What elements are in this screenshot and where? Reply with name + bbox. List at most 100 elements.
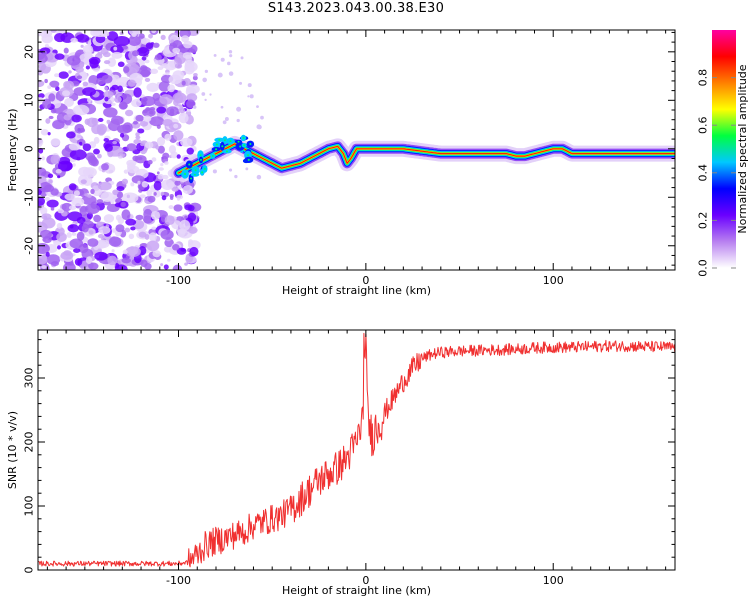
- ridge-blob-core: [201, 171, 204, 174]
- snr-series: [38, 332, 675, 568]
- noise-blob: [47, 173, 54, 179]
- colorbar-tick-label: 0.8: [697, 69, 710, 87]
- spectrogram-x-axis-label: Height of straight line (km): [282, 284, 431, 297]
- noise-blob: [112, 189, 119, 196]
- noise-blob: [38, 183, 42, 189]
- ridge-blob-core: [229, 140, 232, 143]
- noise-blob: [164, 215, 175, 226]
- noise-blob: [41, 156, 45, 161]
- noise-dot: [220, 57, 225, 62]
- noise-blob: [146, 189, 153, 197]
- noise-blob: [119, 132, 125, 138]
- noise-blob: [148, 33, 153, 39]
- noise-dot: [209, 93, 212, 96]
- noise-blob: [48, 115, 54, 120]
- noise-blob: [47, 131, 51, 136]
- snr-frame: [37, 329, 676, 571]
- noise-dot: [229, 54, 233, 58]
- noise-blob: [184, 64, 195, 75]
- noise-dot: [228, 49, 233, 54]
- noise-blob: [121, 153, 126, 157]
- noise-blob: [85, 256, 93, 265]
- snr-x-axis-label: Height of straight line (km): [282, 584, 431, 597]
- noise-blob: [164, 133, 172, 141]
- spectrogram-y-axis-label: Frequency (Hz): [6, 109, 19, 192]
- noise-blob: [159, 94, 173, 105]
- noise-blob: [160, 263, 164, 267]
- noise-blob: [179, 219, 191, 231]
- noise-blob: [41, 213, 52, 220]
- noise-blob: [97, 181, 112, 191]
- noise-dot: [201, 92, 206, 96]
- noise-blob: [78, 141, 83, 146]
- noise-blob: [69, 238, 84, 249]
- noise-blob: [74, 258, 83, 266]
- noise-blob: [107, 255, 118, 266]
- noise-blob: [171, 186, 179, 192]
- noise-blob: [150, 68, 159, 75]
- noise-blob: [80, 179, 87, 185]
- noise-blob: [122, 122, 133, 133]
- snr-y-tick-label: 0: [23, 567, 36, 574]
- noise-blob: [68, 70, 72, 74]
- noise-blob: [122, 45, 128, 50]
- noise-blob: [162, 152, 170, 160]
- noise-blob: [48, 93, 56, 102]
- noise-dot: [256, 174, 262, 180]
- noise-blob: [151, 30, 157, 34]
- noise-blob: [38, 147, 44, 154]
- noise-blob: [75, 34, 90, 43]
- ridge-blob-core: [184, 172, 187, 175]
- colorbar-ticks: 0.0 0.2 0.4 0.6 0.8: [697, 69, 736, 277]
- ridge-blob-core: [215, 148, 218, 151]
- noise-blob: [167, 258, 171, 262]
- noise-blob: [131, 50, 140, 57]
- noise-blob: [56, 232, 67, 242]
- noise-blob: [113, 46, 118, 51]
- noise-blob: [98, 226, 111, 235]
- snr-y-tick-label: 200: [23, 432, 36, 453]
- noise-blob: [41, 265, 47, 269]
- noise-blob: [103, 138, 110, 142]
- noise-blob: [40, 206, 48, 215]
- noise-blob: [38, 31, 41, 37]
- noise-blob: [104, 86, 108, 91]
- noise-dot: [192, 105, 197, 109]
- noise-blob: [104, 143, 113, 152]
- noise-blob: [130, 226, 136, 231]
- noise-blob: [38, 254, 48, 265]
- noise-blob: [72, 104, 90, 116]
- noise-blob: [172, 264, 183, 270]
- noise-blob: [107, 93, 111, 97]
- noise-blob: [122, 249, 128, 255]
- noise-blob: [82, 81, 89, 87]
- noise-blob: [58, 71, 69, 79]
- noise-blob: [112, 140, 118, 145]
- ridge-layer-6: [177, 143, 675, 174]
- noise-blob: [106, 119, 111, 125]
- noise-blob: [63, 114, 72, 121]
- noise-blob: [38, 79, 45, 88]
- noise-blob: [54, 53, 65, 60]
- noise-blob: [63, 81, 71, 89]
- noise-dot: [245, 167, 249, 171]
- noise-blob: [137, 180, 141, 185]
- noise-blob: [160, 191, 165, 196]
- noise-blob: [69, 224, 74, 229]
- noise-blob: [55, 169, 62, 174]
- noise-blob: [67, 224, 79, 233]
- noise-blob: [158, 167, 164, 171]
- noise-blob: [38, 196, 45, 207]
- noise-blob: [174, 63, 183, 69]
- noise-blob: [147, 159, 153, 165]
- noise-blob: [95, 77, 106, 85]
- noise-blob: [121, 257, 132, 264]
- noise-blob: [96, 123, 107, 135]
- noise-blob: [144, 141, 154, 149]
- noise-blob: [154, 60, 159, 65]
- noise-blob: [86, 212, 93, 220]
- noise-blob: [126, 159, 137, 167]
- colorbar-gradient: [712, 30, 736, 268]
- noise-blob: [186, 93, 198, 102]
